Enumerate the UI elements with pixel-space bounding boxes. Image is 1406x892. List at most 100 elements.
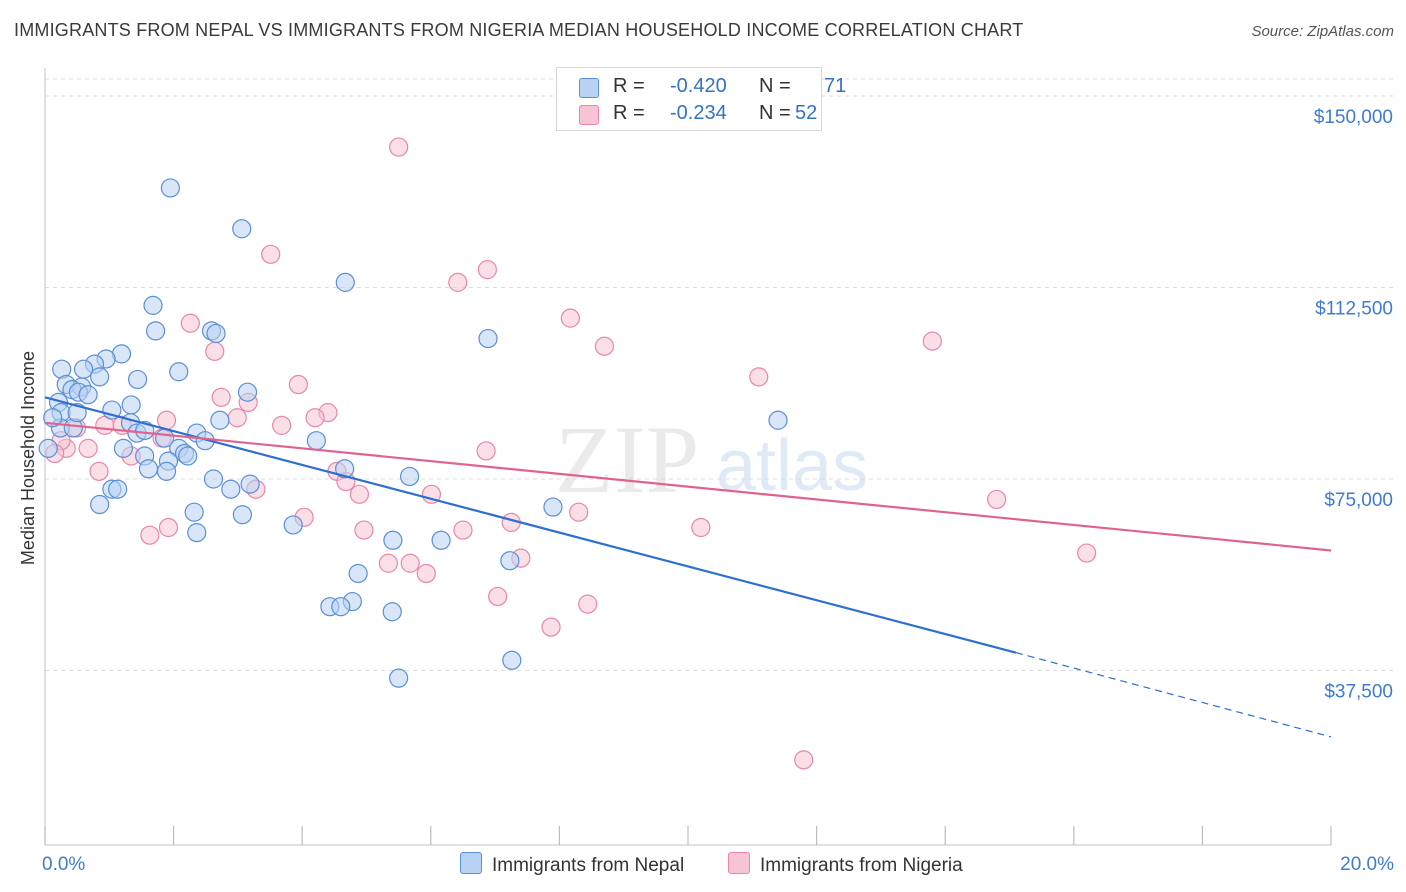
nigeria-legend-label: Immigrants from Nigeria [760, 855, 963, 876]
nepal-point [127, 369, 148, 390]
nigeria-point [272, 415, 292, 435]
nigeria-legend-swatch [728, 852, 750, 874]
nepal-point [113, 438, 134, 458]
nepal-trend-line [44, 396, 1017, 654]
nigeria-point [987, 489, 1007, 510]
axes [44, 68, 1332, 846]
nigeria-point [794, 750, 814, 770]
y-tick-label: $37,500 [1324, 682, 1393, 703]
nepal-point [389, 668, 409, 688]
bottom-legend-nigeria[interactable]: Immigrants from Nigeria [728, 852, 963, 877]
nigeria-point [305, 408, 325, 428]
nigeria-point [140, 525, 160, 545]
nepal-point [240, 474, 260, 494]
nigeria-point [211, 387, 231, 407]
nepal-legend-swatch [460, 852, 482, 874]
gridlines [45, 78, 1396, 671]
nepal-point [145, 321, 166, 341]
nepal-point [156, 461, 177, 481]
source-label: Source: ZipAtlas.com [1251, 23, 1394, 40]
nigeria-trend-line [44, 421, 1332, 552]
nepal-point [348, 563, 368, 584]
nepal-n-label: N = [759, 75, 791, 97]
nigeria-point [922, 331, 942, 351]
nigeria-swatch [579, 105, 599, 125]
nepal-point [306, 431, 326, 451]
nepal-legend-label: Immigrants from Nepal [492, 855, 685, 876]
nepal-point [187, 523, 207, 543]
nigeria-point [261, 244, 281, 264]
nigeria-point [569, 502, 589, 522]
nigeria-point [78, 438, 98, 458]
nigeria-point [349, 484, 370, 504]
nepal-point [500, 551, 520, 571]
nepal-point [502, 650, 522, 670]
nepal-r-value: -0.420 [670, 75, 727, 97]
nepal-point [135, 420, 155, 441]
watermark-zip: ZIP [555, 406, 699, 513]
nepal-point [78, 385, 98, 405]
nigeria-point [477, 260, 497, 280]
nigeria-point [594, 336, 615, 356]
nepal-point [67, 403, 87, 423]
nepal-point [283, 515, 303, 535]
nepal-series [38, 178, 788, 688]
nepal-point [237, 382, 258, 402]
nigeria-n-label: N = [759, 102, 791, 124]
nigeria-point [400, 553, 420, 573]
nepal-r-label: R = [613, 75, 645, 97]
nepal-point [431, 530, 451, 550]
nigeria-point [227, 408, 247, 428]
nepal-point [90, 367, 110, 387]
x-tick-label: 20.0% [1340, 854, 1394, 875]
nigeria-point [560, 308, 580, 328]
nigeria-point [453, 520, 473, 540]
nigeria-point [288, 374, 308, 395]
x-tick-label: 0.0% [42, 854, 85, 875]
y-tick-label: $150,000 [1314, 107, 1393, 128]
nepal-point [232, 219, 252, 239]
nigeria-point [378, 553, 398, 573]
nigeria-r-value: -0.234 [670, 102, 727, 124]
nigeria-point [354, 520, 374, 540]
nigeria-n-value: 52 [795, 102, 818, 124]
nigeria-point [448, 272, 468, 292]
nepal-point [90, 494, 110, 515]
nepal-point [383, 530, 403, 550]
nepal-point [178, 446, 198, 466]
nigeria-r-label: R = [613, 102, 645, 124]
nigeria-point [416, 563, 436, 584]
nepal-point [38, 438, 58, 458]
nigeria-point [180, 313, 200, 333]
nigeria-point [1077, 543, 1097, 563]
y-axis-title: Median Household Income [18, 351, 38, 565]
nepal-point [206, 323, 226, 344]
nepal-point [382, 602, 402, 622]
nigeria-point [488, 586, 508, 607]
nepal-trend-extension [1015, 652, 1332, 738]
nepal-point [335, 459, 355, 479]
nepal-point [108, 479, 128, 499]
y-tick-label: $112,500 [1315, 299, 1393, 320]
nepal-point [138, 459, 159, 479]
nepal-point [121, 395, 141, 415]
y-tick-label: $75,000 [1324, 490, 1393, 511]
nepal-point [73, 359, 94, 379]
nigeria-point [158, 517, 179, 538]
nepal-swatch [579, 78, 599, 98]
axis-labels: $37,500 $75,000 $112,500 $150,000 0.0% 20.0% M… [18, 107, 1394, 875]
nepal-point [232, 505, 253, 525]
nepal-point [184, 502, 204, 522]
nepal-point [160, 178, 180, 198]
nepal-point [478, 328, 498, 349]
nigeria-point [578, 594, 598, 614]
trend-lines [44, 396, 1332, 738]
watermark: ZIP atlas [555, 406, 868, 513]
nigeria-point [476, 441, 496, 461]
nepal-point [143, 295, 163, 315]
nepal-point [169, 362, 189, 382]
bottom-legend-nepal[interactable]: Immigrants from Nepal [460, 852, 684, 877]
nigeria-point [691, 517, 711, 538]
nepal-point [543, 497, 563, 517]
